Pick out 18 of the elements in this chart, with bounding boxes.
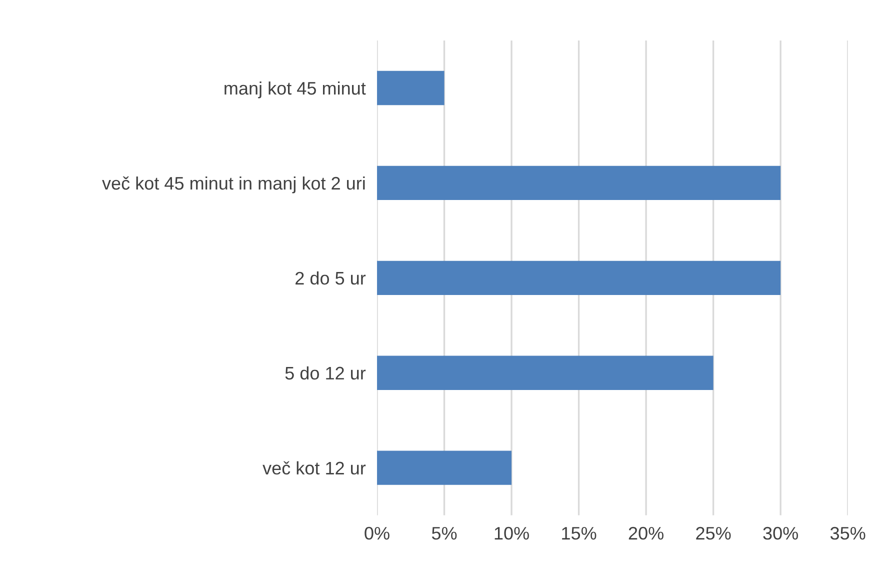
y-tick-label: 5 do 12 ur: [285, 366, 366, 380]
x-tick-label: 10%: [494, 526, 529, 540]
bar: [377, 70, 444, 106]
y-tick-label: manj kot 45 minut: [224, 81, 366, 98]
y-tick-label: 2 do 5 ur: [296, 271, 366, 285]
x-tick-label: 0%: [364, 526, 390, 540]
x-tick-label: 15%: [562, 526, 596, 540]
y-tick-label: več kot 45 minut in manj kot 2 uri: [102, 176, 365, 194]
bar: [377, 450, 512, 485]
x-tick-label: 35%: [830, 526, 866, 540]
bar: [377, 356, 714, 390]
x-tick-label: 30%: [763, 526, 798, 540]
x-tick-label: 5%: [432, 526, 457, 540]
bar: [377, 260, 781, 296]
bar: [377, 166, 781, 200]
x-tick-label: 20%: [628, 526, 664, 540]
x-tick-label: 25%: [696, 526, 731, 540]
y-tick-label: več kot 12 ur: [262, 461, 366, 475]
